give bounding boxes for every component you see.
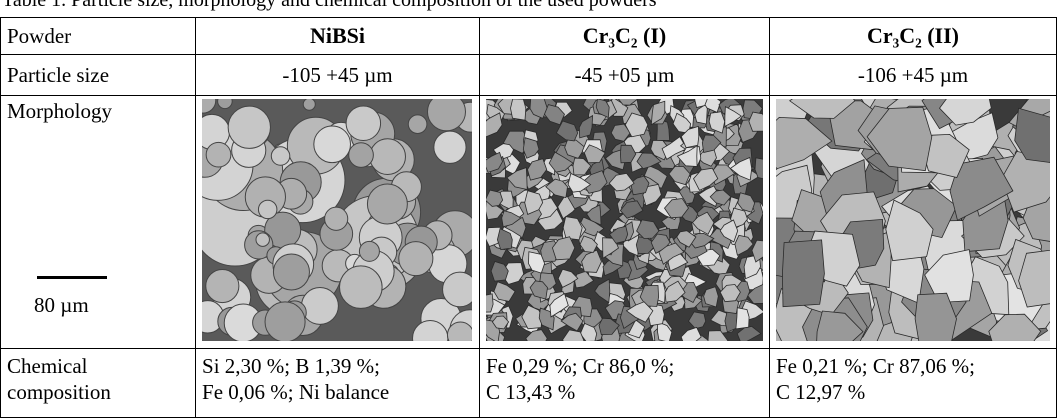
caption: Table 1. Particle size, morphology and c… bbox=[2, 0, 657, 12]
micrograph bbox=[776, 99, 1050, 341]
line: Si 2,30 %; B 1,39 %; bbox=[202, 353, 473, 379]
line: composition bbox=[7, 379, 189, 405]
texture bbox=[370, 139, 406, 175]
texture bbox=[303, 99, 315, 110]
texture bbox=[428, 99, 466, 131]
line: Chemical bbox=[7, 353, 189, 379]
header-cell: Cr₃C₂ (II) bbox=[770, 18, 1057, 55]
scale-bar bbox=[37, 276, 107, 279]
line: Fe 0,06 %; Ni balance bbox=[202, 379, 473, 405]
row: Particle size -105 +45 µm -45 +05 µm -10… bbox=[1, 55, 1057, 96]
texture bbox=[367, 184, 407, 224]
texture bbox=[325, 207, 348, 230]
texture bbox=[340, 266, 383, 309]
cell: -105 +45 µm bbox=[196, 55, 480, 96]
texture bbox=[256, 233, 269, 246]
texture bbox=[359, 241, 379, 261]
cell: Fe 0,29 %; Cr 86,0 %;C 13,43 % bbox=[479, 349, 769, 418]
cell-content: Morphology 80 µm bbox=[7, 98, 189, 340]
texture bbox=[434, 131, 466, 163]
texture bbox=[206, 142, 231, 167]
texture bbox=[510, 99, 525, 120]
cell: -106 +45 µm bbox=[770, 55, 1057, 96]
texture bbox=[314, 126, 351, 163]
texture bbox=[218, 99, 233, 109]
texture bbox=[258, 200, 276, 218]
cell: Particle size bbox=[1, 55, 196, 96]
texture bbox=[206, 269, 239, 302]
header-cell: Cr₃C₂ (I) bbox=[479, 18, 769, 55]
micrograph bbox=[202, 99, 472, 341]
line: C 13,43 % bbox=[486, 379, 763, 405]
cell bbox=[479, 96, 769, 349]
texture bbox=[408, 115, 427, 134]
cell: -45 +05 µm bbox=[479, 55, 769, 96]
texture bbox=[346, 106, 380, 140]
texture bbox=[399, 242, 433, 276]
texture bbox=[443, 272, 472, 307]
line: Fe 0,29 %; Cr 86,0 %; bbox=[486, 353, 763, 379]
texture bbox=[349, 143, 374, 168]
page: Table 1. Particle size, morphology and c… bbox=[0, 0, 1057, 417]
micrograph bbox=[486, 99, 763, 341]
texture bbox=[271, 147, 289, 165]
header-row: Powder NiBSi Cr₃C₂ (I) Cr₃C₂ (II) bbox=[1, 18, 1057, 55]
table: Powder NiBSi Cr₃C₂ (I) Cr₃C₂ (II) Partic… bbox=[0, 17, 1057, 418]
cell: Fe 0,21 %; Cr 87,06 %;C 12,97 % bbox=[770, 349, 1057, 418]
header-cell: NiBSi bbox=[196, 18, 480, 55]
line: C 12,97 % bbox=[776, 379, 1050, 405]
texture bbox=[782, 240, 824, 307]
cell bbox=[196, 96, 480, 349]
header-cell: Powder bbox=[1, 18, 196, 55]
texture bbox=[228, 106, 270, 148]
texture bbox=[302, 287, 339, 324]
scale-label: 80 µm bbox=[34, 292, 89, 318]
cell: Si 2,30 %; B 1,39 %;Fe 0,06 %; Ni balanc… bbox=[196, 349, 480, 418]
cell bbox=[770, 96, 1057, 349]
row: Chemicalcomposition Si 2,30 %; B 1,39 %;… bbox=[1, 349, 1057, 418]
label: Morphology bbox=[7, 98, 189, 124]
texture bbox=[704, 287, 719, 307]
row: Morphology 80 µm bbox=[1, 96, 1057, 349]
texture bbox=[265, 302, 305, 341]
texture bbox=[273, 254, 309, 290]
texture bbox=[736, 308, 749, 329]
line: Fe 0,21 %; Cr 87,06 %; bbox=[776, 353, 1050, 379]
cell: Morphology 80 µm bbox=[1, 96, 196, 349]
